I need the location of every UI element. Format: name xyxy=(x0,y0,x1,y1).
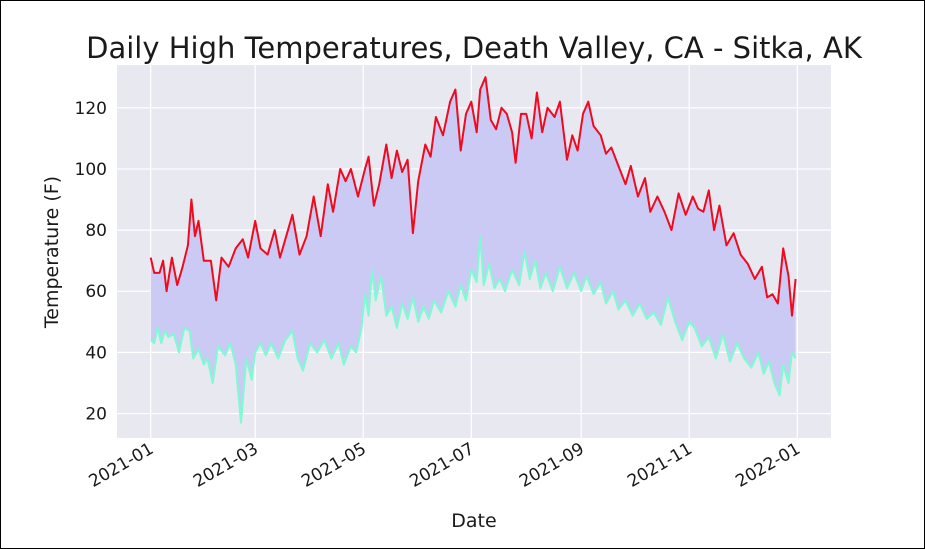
chart-title: Daily High Temperatures, Death Valley, C… xyxy=(86,31,863,65)
x-tick-labels: 2021-01 2021-03 2021-05 2021-07 2021-09 2021-… xyxy=(86,439,804,492)
y-tick-label: 40 xyxy=(85,343,107,363)
x-tick-label: 2021-05 xyxy=(298,439,370,492)
y-tick-label: 80 xyxy=(85,221,107,241)
fill-between-area xyxy=(150,77,796,423)
y-tick-labels: 20 40 60 80 100 120 xyxy=(75,99,107,425)
x-tick-label: 2021-01 xyxy=(86,439,158,492)
series-line-sitka xyxy=(150,235,797,424)
series-line-death-valley xyxy=(149,76,797,317)
x-tick-label: 2021-11 xyxy=(624,439,696,492)
x-tick-label: 2021-03 xyxy=(190,439,262,492)
x-tick-label: 2022-01 xyxy=(732,439,804,492)
y-axis-label: Temperature (F) xyxy=(41,176,63,329)
y-tick-label: 120 xyxy=(75,99,107,119)
y-tick-label: 20 xyxy=(85,405,107,425)
x-tick-label: 2021-09 xyxy=(516,439,588,492)
y-tick-label: 100 xyxy=(75,160,107,180)
y-tick-label: 60 xyxy=(85,282,107,302)
x-tick-label: 2021-07 xyxy=(406,439,478,492)
x-axis-label: Date xyxy=(451,510,496,532)
